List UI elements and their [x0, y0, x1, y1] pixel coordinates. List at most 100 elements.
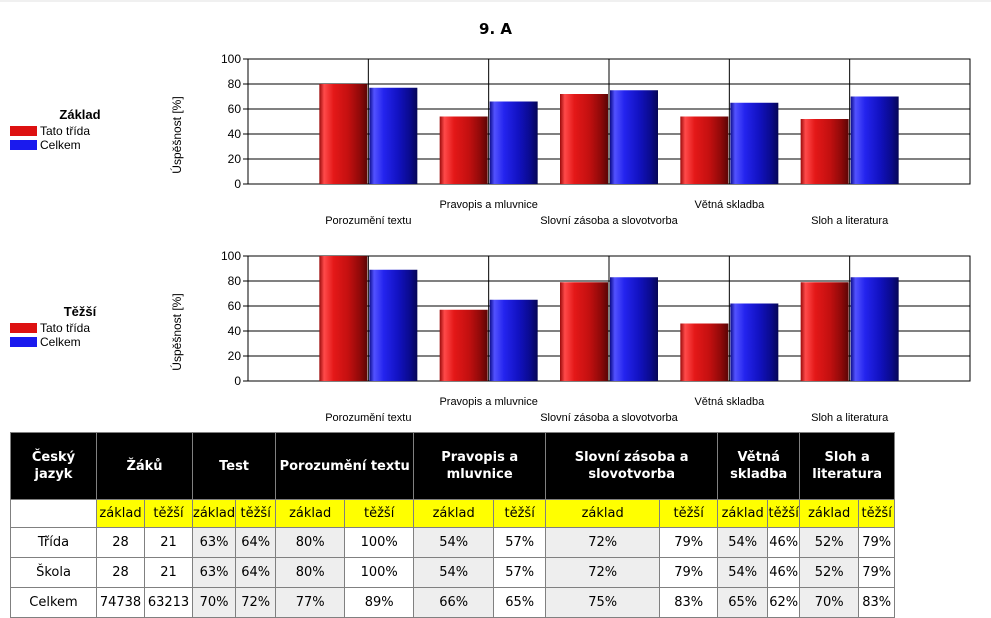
header-cesky-jazyk: Český jazyk [10, 432, 97, 500]
category-label: Pravopis a mluvnice [439, 199, 537, 211]
table-cell: 66% [413, 587, 495, 618]
legend-label: Tato třída [40, 321, 91, 335]
y-tick-label: 60 [228, 102, 242, 116]
bar-celkem [850, 96, 899, 184]
table-row: Třída 28 21 63% 64% 80% 100% 54% 57% 72%… [10, 527, 896, 558]
y-tick-label: 40 [228, 324, 242, 338]
y-tick-label: 80 [228, 77, 242, 91]
header-zaku: Žáků [96, 432, 193, 500]
y-ticks: 100 80 60 40 20 0 [221, 52, 248, 191]
bar-tato-trida [439, 116, 488, 184]
row-label: Třída [10, 527, 97, 558]
category-label: Sloh a literatura [811, 412, 889, 424]
table-cell: 79% [858, 527, 896, 558]
bar-celkem [730, 102, 779, 184]
y-tick-label: 0 [234, 374, 241, 388]
header-vetna-skladba: Větná skladba [717, 432, 801, 500]
table-cell: 89% [344, 587, 415, 618]
table-cell: 63213 [144, 587, 193, 618]
table-cell: 52% [799, 527, 860, 558]
table-cell: 52% [799, 557, 860, 588]
table-cell: 62% [767, 587, 801, 618]
table-cell: 54% [413, 557, 495, 588]
y-tick-label: 20 [228, 349, 242, 363]
table-cell: 63% [191, 527, 237, 558]
subheader-cell: těžší [493, 499, 547, 528]
top-border [0, 0, 991, 2]
legend-swatch-red [10, 323, 37, 333]
table-cell: 28 [96, 527, 145, 558]
category-labels: Porozumění textu Pravopis a mluvniceSlovn… [325, 199, 889, 227]
table-cell: 80% [275, 557, 346, 588]
table-cell: 70% [799, 587, 860, 618]
bar-celkem [850, 277, 899, 381]
legend-swatch-blue [10, 140, 37, 150]
table-cell: 72% [545, 557, 661, 588]
table-cell: 21 [144, 557, 193, 588]
table-cell: 64% [235, 557, 277, 588]
results-table: Český jazyk Žáků Test Porozumění textu P… [10, 432, 896, 618]
table-cell: 70% [191, 587, 237, 618]
legend-item-celkem: Celkem [10, 335, 150, 349]
category-label: Slovní zásoba a slovotvorba [540, 412, 678, 424]
table-cell: 100% [344, 557, 415, 588]
chart-zaklad: Úspěšnost [%] 100 80 60 40 20 0 Porozumění te… [169, 52, 971, 227]
legend-zaklad: Základ Tato třída Celkem [10, 107, 150, 152]
subheader-cell: základ [717, 499, 769, 528]
header-sloh: Sloh a literatura [799, 432, 896, 500]
table-header-row: Český jazyk Žáků Test Porozumění textu P… [10, 432, 896, 500]
table-row: Celkem 74738 63213 70% 72% 77% 89% 66% 6… [10, 587, 896, 618]
bar-celkem [489, 299, 538, 381]
y-tick-label: 20 [228, 152, 242, 166]
subheader-cell: těžší [858, 499, 896, 528]
table-cell: 79% [858, 557, 896, 588]
table-cell: 63% [191, 557, 237, 588]
bar-tato-trida [800, 282, 849, 381]
bar-celkem [369, 269, 418, 381]
y-ticks: 100 80 60 40 20 0 [221, 249, 248, 388]
table-cell: 28 [96, 557, 145, 588]
bar-celkem [730, 303, 779, 381]
subheader-cell: těžší [659, 499, 719, 528]
bars [319, 84, 899, 184]
y-tick-label: 0 [234, 177, 241, 191]
header-test: Test [191, 432, 277, 500]
category-labels: Porozumění textu Pravopis a mluvniceSlovn… [325, 396, 889, 424]
page-title: 9. A [479, 20, 512, 38]
subheader-cell [10, 499, 97, 528]
legend-item-tato: Tato třída [10, 321, 150, 335]
header-slovni-zasoba: Slovní zásoba a slovotvorba [545, 432, 719, 500]
header-pravopis: Pravopis a mluvnice [413, 432, 547, 500]
table-cell: 54% [717, 527, 769, 558]
bar-tato-trida [680, 323, 729, 381]
bar-celkem [610, 277, 658, 381]
legend-title: Těžší [63, 304, 97, 319]
gridlines [247, 255, 971, 382]
subheader-cell: těžší [344, 499, 415, 528]
subheader-cell: základ [96, 499, 145, 528]
category-label: Slovní zásoba a slovotvorba [540, 215, 678, 227]
legend-title: Základ [59, 107, 101, 122]
legend-label: Celkem [40, 138, 81, 152]
legend-tezsi: Těžší Tato třída Celkem [10, 304, 150, 349]
table-cell: 100% [344, 527, 415, 558]
table-cell: 46% [767, 557, 801, 588]
gridlines [247, 58, 971, 185]
table-cell: 54% [413, 527, 495, 558]
legend-label: Celkem [40, 335, 81, 349]
y-tick-label: 60 [228, 299, 242, 313]
table-cell: 72% [235, 587, 277, 618]
category-label: Pravopis a mluvnice [439, 396, 537, 408]
table-cell: 65% [717, 587, 769, 618]
y-tick-label: 100 [221, 249, 241, 263]
y-axis-label: Úspěšnost [%] [169, 96, 184, 173]
table-cell: 79% [659, 527, 719, 558]
table-cell: 72% [545, 527, 661, 558]
bars [319, 256, 899, 381]
y-axis-label: Úspěšnost [%] [169, 293, 184, 370]
bar-celkem [369, 87, 418, 184]
bar-tato-trida [319, 84, 368, 184]
category-label: Větná skladba [694, 396, 765, 408]
table-cell: 46% [767, 527, 801, 558]
table-cell: 54% [717, 557, 769, 588]
